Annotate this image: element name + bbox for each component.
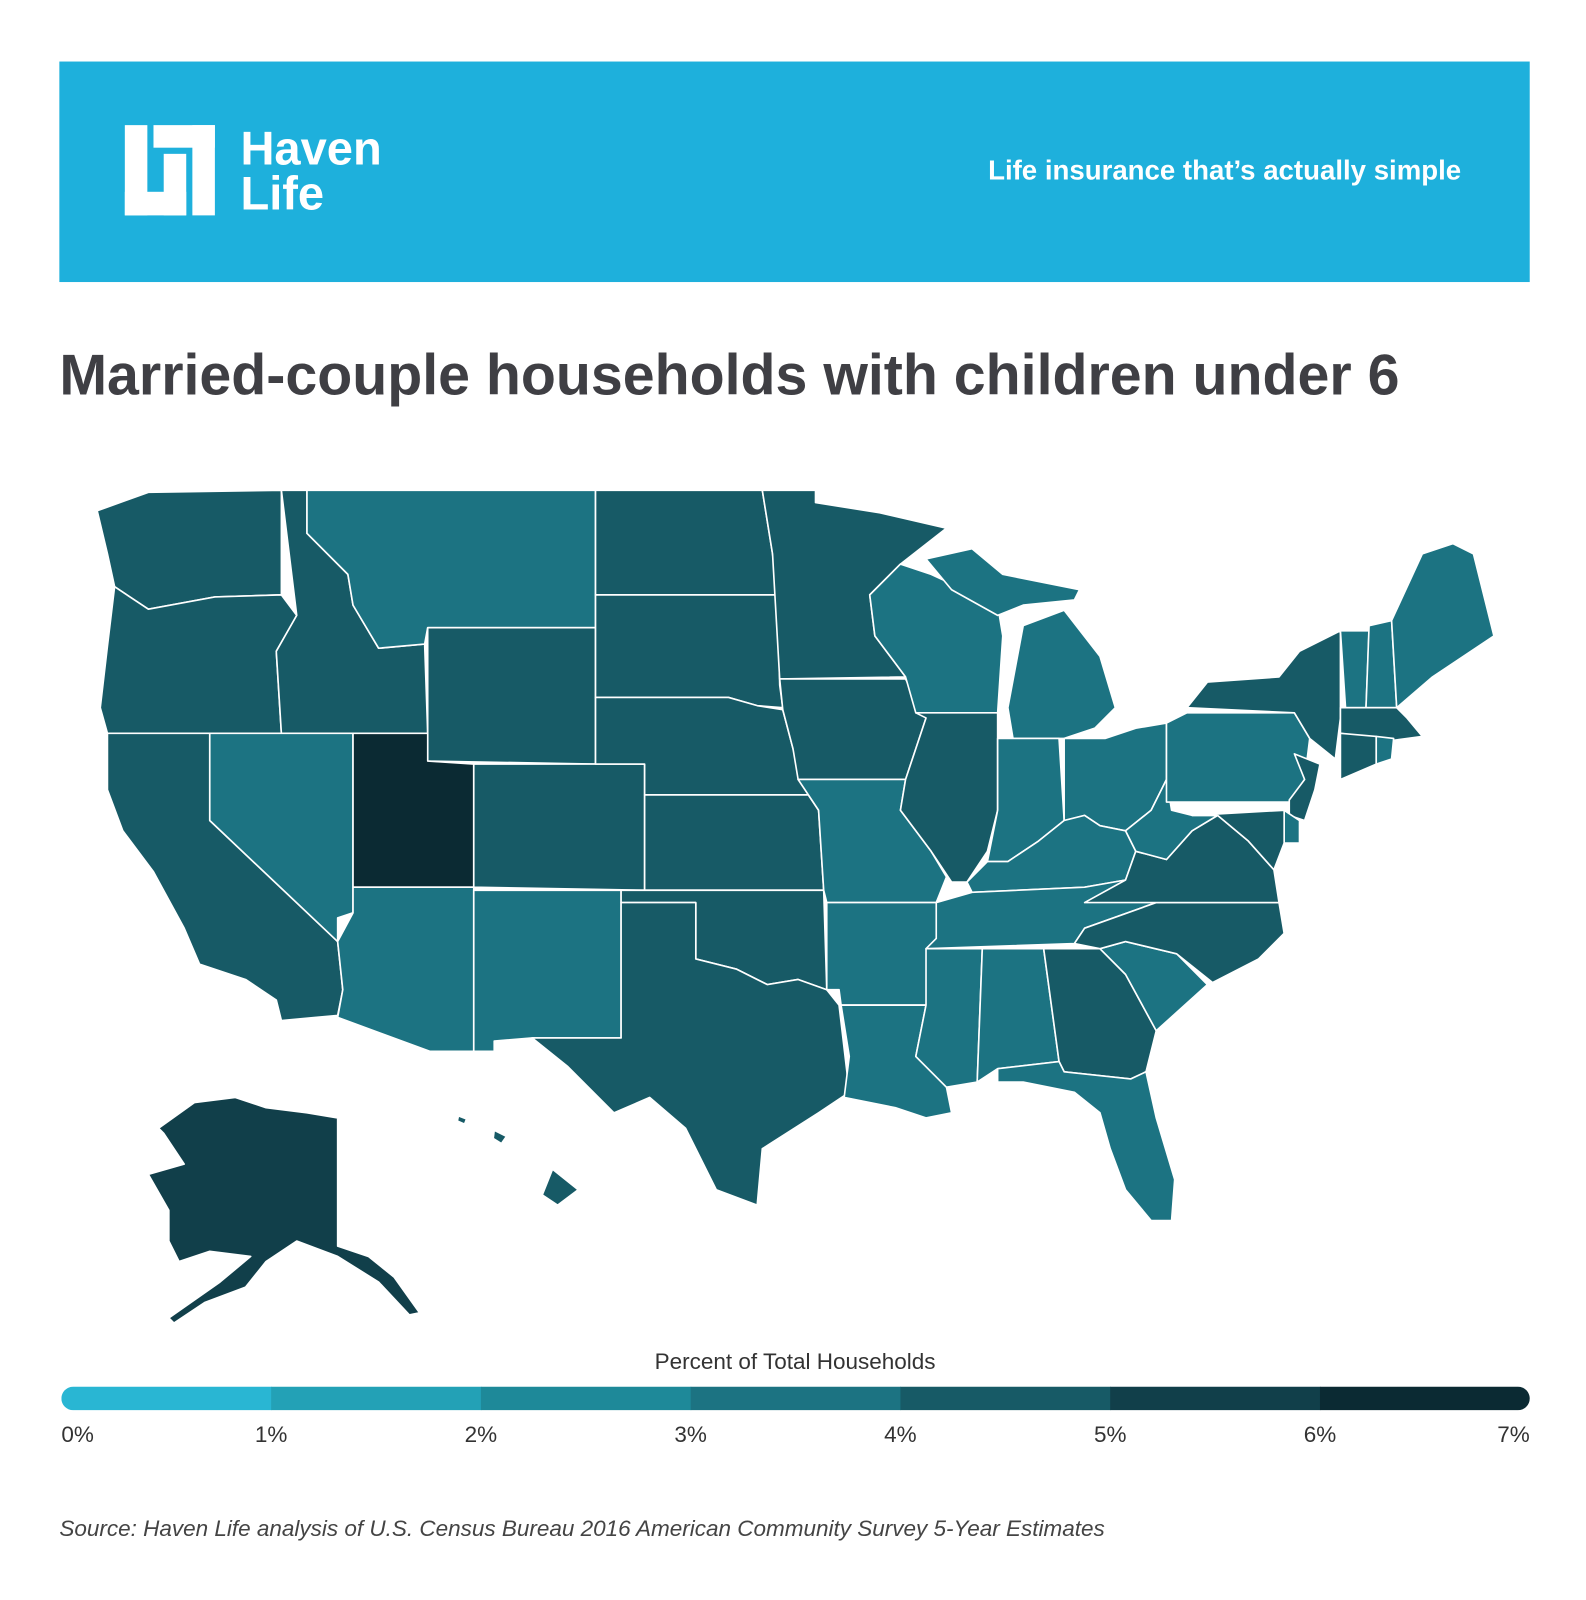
legend-tick-label: 7% xyxy=(1497,1422,1530,1447)
legend-swatch xyxy=(1319,1386,1530,1411)
tagline: Life insurance that’s actually simple xyxy=(988,155,1461,186)
state xyxy=(1186,629,1342,760)
logo-text: Haven xyxy=(240,121,381,174)
logo-text: Life xyxy=(240,166,324,219)
state xyxy=(925,547,1117,740)
state xyxy=(594,489,779,596)
state xyxy=(472,763,646,892)
legend: 0% 1% 2% 3% 4% 5% 6% 7% xyxy=(61,1386,1530,1447)
state xyxy=(456,1115,579,1206)
state xyxy=(1165,711,1311,803)
legend-tick-label: 4% xyxy=(884,1422,917,1447)
state xyxy=(594,594,784,709)
state xyxy=(868,563,1004,714)
state xyxy=(426,626,597,765)
state xyxy=(472,889,622,1053)
legend-tick-label: 1% xyxy=(255,1422,288,1447)
legend-tick-label: 2% xyxy=(465,1422,498,1447)
state xyxy=(1073,901,1285,984)
state xyxy=(531,901,851,1206)
legend-swatch xyxy=(900,1386,1111,1411)
legend-title: Percent of Total Households xyxy=(655,1349,936,1374)
legend-tick-label: 3% xyxy=(674,1422,707,1447)
chart-title: Married-couple households with children … xyxy=(59,344,1399,408)
legend-tick-label: 0% xyxy=(61,1422,94,1447)
legend-swatch xyxy=(1110,1386,1321,1411)
states xyxy=(96,489,1495,1324)
legend-tick-label: 6% xyxy=(1304,1422,1337,1447)
state xyxy=(825,901,943,1006)
state xyxy=(99,585,298,735)
state xyxy=(643,794,825,892)
state xyxy=(1375,735,1395,765)
state xyxy=(336,886,475,1053)
state xyxy=(1191,809,1285,871)
state xyxy=(147,1096,421,1324)
legend-swatch xyxy=(271,1386,482,1411)
header-banner xyxy=(59,61,1530,283)
state xyxy=(996,1060,1176,1222)
legend-swatch xyxy=(480,1386,692,1411)
state xyxy=(778,678,927,781)
state xyxy=(914,947,984,1088)
legend-tick-label: 5% xyxy=(1094,1422,1127,1447)
state xyxy=(1339,732,1378,781)
state xyxy=(1339,629,1370,709)
legend-swatch xyxy=(61,1386,272,1411)
legend-bar xyxy=(61,1386,1530,1411)
state xyxy=(1390,542,1495,709)
source: Source: Haven Life analysis of U.S. Cens… xyxy=(59,1516,1104,1541)
state xyxy=(96,489,283,611)
legend-swatch xyxy=(690,1386,901,1411)
logo-icon xyxy=(124,125,215,216)
